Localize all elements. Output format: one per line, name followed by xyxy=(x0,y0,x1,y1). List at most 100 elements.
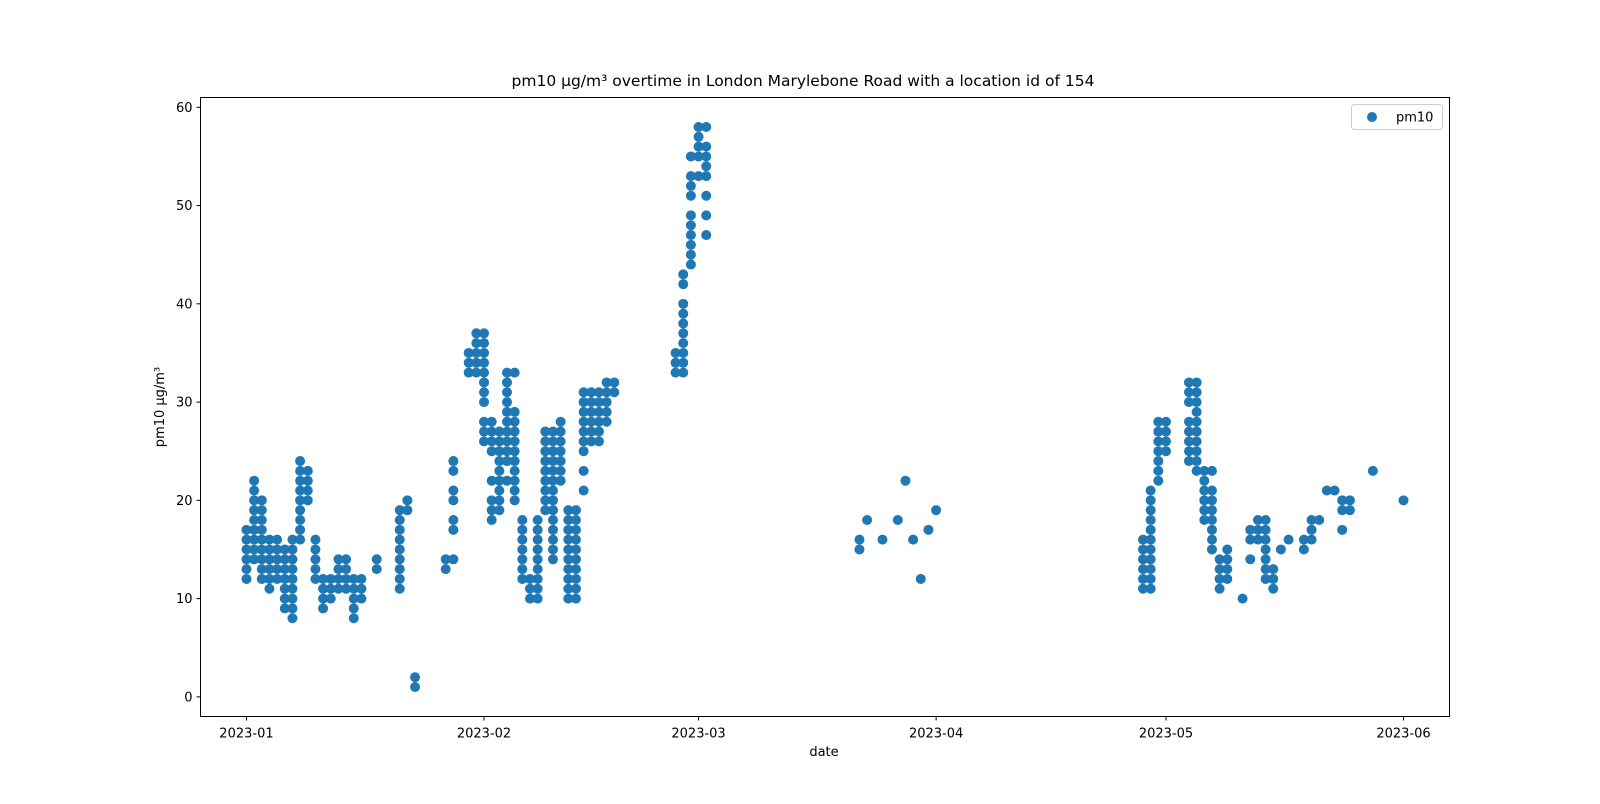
data-point xyxy=(1153,416,1164,427)
data-point xyxy=(502,406,512,417)
data-point xyxy=(586,397,597,408)
data-point xyxy=(540,436,551,447)
data-point xyxy=(1199,505,1210,516)
data-point xyxy=(287,564,298,575)
data-point xyxy=(670,347,681,358)
data-point xyxy=(1145,583,1156,594)
data-point xyxy=(479,426,490,437)
data-point xyxy=(295,495,306,506)
data-point xyxy=(394,554,405,565)
data-point xyxy=(685,210,696,221)
data-point xyxy=(509,485,520,496)
data-point xyxy=(555,436,566,447)
data-point xyxy=(410,672,421,683)
data-point xyxy=(532,593,543,604)
data-point xyxy=(509,436,520,447)
data-point xyxy=(578,436,589,447)
data-point xyxy=(448,524,459,535)
data-point xyxy=(1260,564,1271,575)
data-point xyxy=(1260,554,1271,565)
data-point xyxy=(517,544,528,555)
data-point xyxy=(402,495,413,506)
data-point xyxy=(241,524,252,535)
data-point xyxy=(249,534,260,545)
data-point xyxy=(1183,377,1194,388)
data-point xyxy=(394,573,405,584)
data-point xyxy=(570,505,581,516)
data-point xyxy=(1145,534,1156,545)
data-point xyxy=(502,416,512,427)
data-point xyxy=(685,151,696,162)
data-point xyxy=(249,495,260,506)
data-point xyxy=(701,151,712,162)
data-point xyxy=(570,593,581,604)
data-point xyxy=(1222,544,1233,555)
data-point xyxy=(854,544,865,555)
data-point xyxy=(1367,465,1378,476)
data-point xyxy=(1344,505,1355,516)
data-point xyxy=(394,534,405,545)
data-point xyxy=(1237,593,1248,604)
data-point xyxy=(310,554,321,565)
data-point xyxy=(1145,554,1156,565)
data-point xyxy=(908,534,919,545)
data-point xyxy=(287,603,298,614)
data-point xyxy=(685,171,696,182)
data-point xyxy=(563,593,574,604)
data-point xyxy=(287,534,298,545)
data-point xyxy=(241,534,252,545)
data-point xyxy=(517,573,528,584)
data-point xyxy=(1314,514,1325,525)
data-point xyxy=(540,446,551,457)
data-point xyxy=(295,475,306,486)
data-point xyxy=(479,387,490,398)
data-point xyxy=(547,514,558,525)
data-point xyxy=(486,446,497,457)
data-point xyxy=(1199,465,1210,476)
data-point xyxy=(1206,534,1217,545)
data-point xyxy=(272,534,283,545)
data-point xyxy=(509,426,520,437)
data-point xyxy=(256,534,267,545)
data-point xyxy=(678,357,689,368)
data-point xyxy=(563,534,574,545)
data-point xyxy=(264,564,275,575)
data-point xyxy=(1183,446,1194,457)
data-point xyxy=(685,190,696,201)
data-point xyxy=(302,495,313,506)
data-point xyxy=(532,544,543,555)
data-point xyxy=(295,465,306,476)
legend: pm10 xyxy=(1351,104,1443,130)
data-point xyxy=(494,446,505,457)
data-point xyxy=(440,564,451,575)
data-point xyxy=(1252,514,1263,525)
data-point xyxy=(394,564,405,575)
data-point xyxy=(509,446,520,457)
data-point xyxy=(701,161,712,172)
data-point xyxy=(532,534,543,545)
data-point xyxy=(1206,524,1217,535)
data-point xyxy=(555,416,566,427)
data-point xyxy=(701,210,712,221)
data-point xyxy=(1191,456,1202,467)
data-point xyxy=(394,583,405,594)
data-point xyxy=(1191,397,1202,408)
data-point xyxy=(318,583,329,594)
data-point xyxy=(570,514,581,525)
data-point xyxy=(394,524,405,535)
data-point xyxy=(479,416,490,427)
data-point xyxy=(570,544,581,555)
data-point xyxy=(256,514,267,525)
data-point xyxy=(356,593,367,604)
data-point xyxy=(1138,534,1148,545)
data-point xyxy=(479,338,490,349)
data-point xyxy=(502,436,512,447)
data-point xyxy=(494,436,505,447)
data-point xyxy=(333,564,344,575)
data-point xyxy=(448,554,459,565)
data-point xyxy=(249,524,260,535)
data-point xyxy=(348,573,359,584)
data-point xyxy=(1214,554,1225,565)
data-point xyxy=(502,456,512,467)
